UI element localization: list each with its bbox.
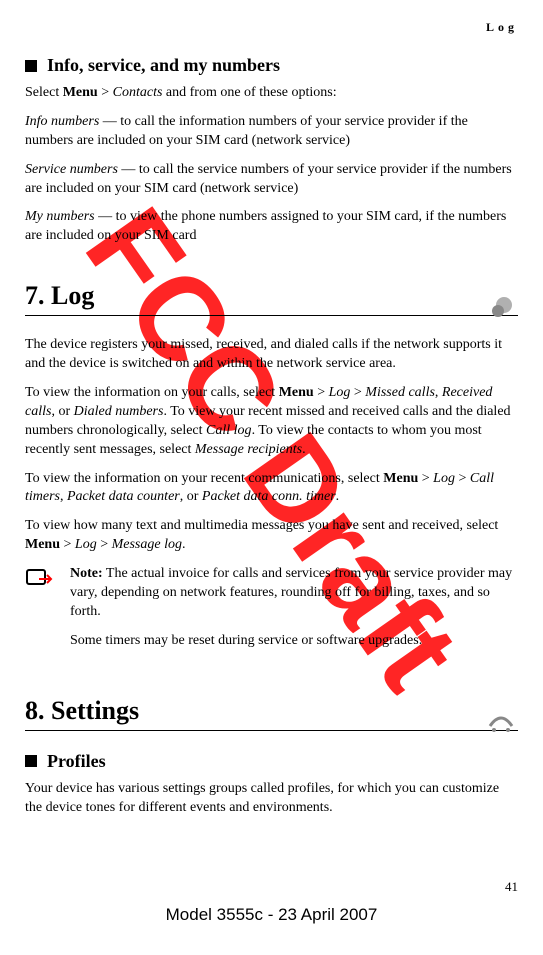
page-number: 41 [505, 879, 518, 895]
para-device-registers: The device registers your missed, receiv… [25, 336, 518, 374]
subsection-profiles: Profiles [25, 751, 518, 772]
log-section-icon [484, 291, 518, 333]
para-recent-comms: To view the information on your recent c… [25, 470, 518, 508]
para-profiles: Your device has various settings groups … [25, 780, 518, 818]
subsection-info-service: Info, service, and my numbers [25, 55, 518, 76]
note-content: Note: The actual invoice for calls and s… [70, 565, 518, 661]
para-info-numbers: Info numbers — to call the information n… [25, 113, 518, 151]
square-bullet-icon [25, 60, 37, 72]
section-8-settings: 8. Settings [25, 696, 518, 731]
para-service-numbers: Service numbers — to call the service nu… [25, 161, 518, 199]
section-8-title-text: 8. Settings [25, 696, 139, 725]
para-select-menu: Select Menu > Contacts and from one of t… [25, 84, 518, 103]
para-view-calls: To view the information on your calls, s… [25, 384, 518, 460]
section-7-log: 7. Log [25, 281, 518, 316]
note-icon [25, 565, 55, 661]
para-my-numbers: My numbers — to view the phone numbers a… [25, 208, 518, 246]
settings-section-icon [484, 706, 518, 748]
note-block: Note: The actual invoice for calls and s… [25, 565, 518, 661]
para-text-mms: To view how many text and multimedia mes… [25, 517, 518, 555]
subsection-title-text: Profiles [47, 751, 106, 772]
page-content: Info, service, and my numbers Select Men… [0, 0, 543, 852]
square-bullet-icon [25, 755, 37, 767]
subsection-title-text: Info, service, and my numbers [47, 55, 280, 76]
footer-model: Model 3555c - 23 April 2007 [0, 905, 543, 925]
section-7-title-text: 7. Log [25, 281, 94, 310]
